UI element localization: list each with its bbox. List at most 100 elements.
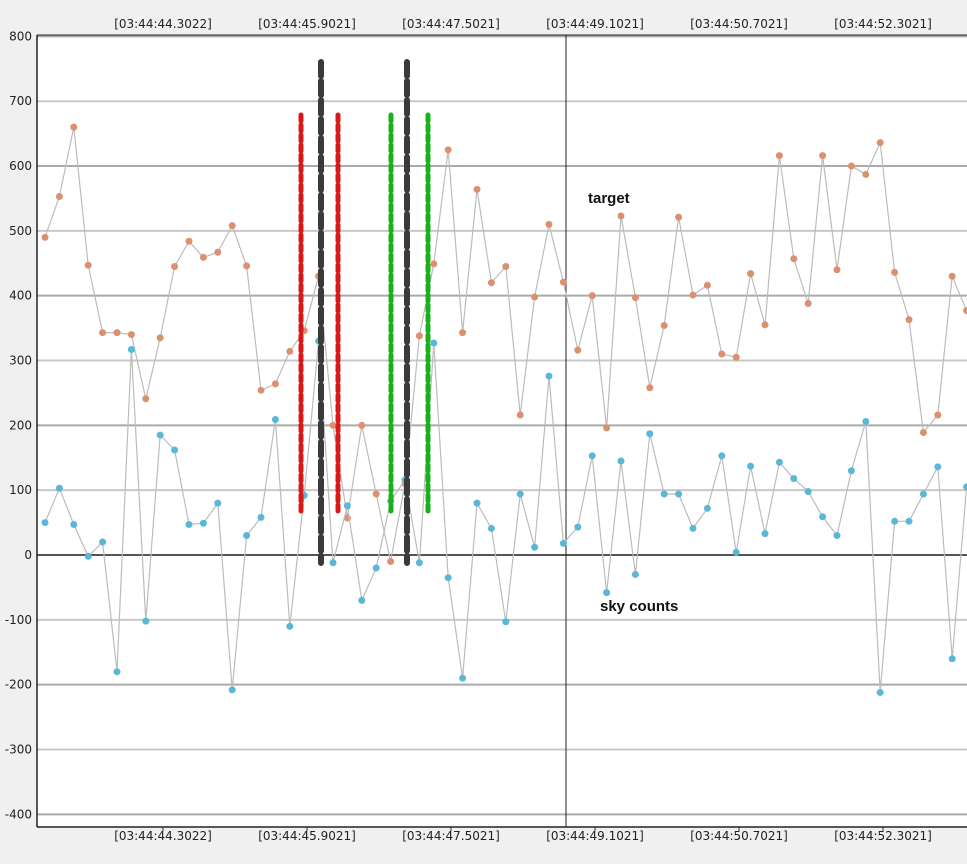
target-data-point <box>703 281 711 289</box>
sky-data-point <box>761 530 769 538</box>
sky-data-point <box>286 622 294 630</box>
sky-data-point <box>905 517 913 525</box>
sky-data-point <box>127 345 135 353</box>
target-data-point <box>833 266 841 274</box>
target-data-point <box>199 253 207 261</box>
y-tick-label: 300 <box>9 354 32 368</box>
target-data-point <box>430 260 438 268</box>
target-data-point <box>228 222 236 230</box>
target-data-point <box>473 185 481 193</box>
x-tick-label-top: [03:44:45.9021] <box>258 17 356 31</box>
target-data-point <box>171 263 179 271</box>
sky-data-point <box>243 532 251 540</box>
annotation-sky-counts: sky counts <box>600 598 678 615</box>
target-data-point <box>70 123 78 131</box>
target-data-point <box>243 262 251 270</box>
sky-data-point <box>963 483 967 491</box>
y-tick-label: -300 <box>5 742 32 756</box>
x-tick-label-top: [03:44:50.7021] <box>690 17 788 31</box>
target-data-point <box>588 292 596 300</box>
sky-data-point <box>631 570 639 578</box>
sky-data-point <box>430 339 438 347</box>
sky-data-point <box>113 668 121 676</box>
plot-background <box>37 35 967 827</box>
y-tick-label: 500 <box>9 224 32 238</box>
sky-data-point <box>747 462 755 470</box>
sky-data-point <box>660 490 668 498</box>
target-data-point <box>559 278 567 286</box>
sky-data-point <box>847 467 855 475</box>
sky-data-point <box>99 538 107 546</box>
x-tick-label-top: [03:44:52.3021] <box>834 17 932 31</box>
target-data-point <box>257 386 265 394</box>
sky-data-point <box>142 617 150 625</box>
x-tick-label-bottom: [03:44:47.5021] <box>402 829 500 843</box>
sky-data-point <box>862 417 870 425</box>
sky-data-point <box>819 513 827 521</box>
sky-data-point <box>617 457 625 465</box>
y-tick-label: 700 <box>9 94 32 108</box>
sky-data-point <box>675 490 683 498</box>
sky-data-point <box>70 521 78 529</box>
target-data-point <box>761 321 769 329</box>
target-data-point <box>790 255 798 263</box>
target-data-point <box>214 248 222 256</box>
target-data-point <box>99 329 107 337</box>
sky-data-point <box>55 484 63 492</box>
target-data-point <box>631 294 639 302</box>
target-data-point <box>775 152 783 160</box>
target-data-point <box>689 291 697 299</box>
sky-data-point <box>876 688 884 696</box>
target-data-point <box>271 380 279 388</box>
target-data-point <box>617 212 625 220</box>
x-tick-label-bottom: [03:44:45.9021] <box>258 829 356 843</box>
sky-data-point <box>559 539 567 547</box>
target-data-point <box>847 162 855 170</box>
sky-data-point <box>372 564 380 572</box>
target-data-point <box>948 272 956 280</box>
sky-data-point <box>516 490 524 498</box>
sky-data-point <box>804 487 812 495</box>
target-data-point <box>732 353 740 361</box>
sky-data-point <box>171 446 179 454</box>
target-data-point <box>574 346 582 354</box>
sky-data-point <box>775 458 783 466</box>
sky-data-point <box>156 431 164 439</box>
sky-data-point <box>502 618 510 626</box>
target-data-point <box>919 428 927 436</box>
sky-data-point <box>444 574 452 582</box>
sky-data-point <box>948 655 956 663</box>
target-data-point <box>804 299 812 307</box>
target-data-point <box>41 233 49 241</box>
sky-data-point <box>271 416 279 424</box>
target-data-point <box>286 347 294 355</box>
y-tick-label: -400 <box>5 807 32 821</box>
target-data-point <box>387 557 395 565</box>
target-data-point <box>934 411 942 419</box>
x-tick-label-bottom: [03:44:44.3022] <box>114 829 212 843</box>
sky-data-point <box>487 524 495 532</box>
target-data-point <box>127 331 135 339</box>
sky-data-point <box>646 430 654 438</box>
sky-data-point <box>358 596 366 604</box>
x-tick-label-top: [03:44:49.1021] <box>546 17 644 31</box>
target-data-point <box>891 268 899 276</box>
target-data-point <box>603 424 611 432</box>
sky-data-point <box>329 559 337 567</box>
sky-data-point <box>228 686 236 694</box>
sky-data-point <box>343 502 351 510</box>
sky-data-point <box>718 452 726 460</box>
target-data-point <box>142 395 150 403</box>
target-data-point <box>531 293 539 301</box>
target-data-point <box>876 139 884 147</box>
sky-data-point <box>214 499 222 507</box>
target-data-point <box>329 421 337 429</box>
target-data-point <box>646 384 654 392</box>
target-data-point <box>487 279 495 287</box>
sky-data-point <box>891 517 899 525</box>
sky-data-point <box>588 452 596 460</box>
target-data-point <box>747 270 755 278</box>
target-data-point <box>358 421 366 429</box>
y-tick-label: 100 <box>9 483 32 497</box>
x-tick-label-bottom: [03:44:50.7021] <box>690 829 788 843</box>
